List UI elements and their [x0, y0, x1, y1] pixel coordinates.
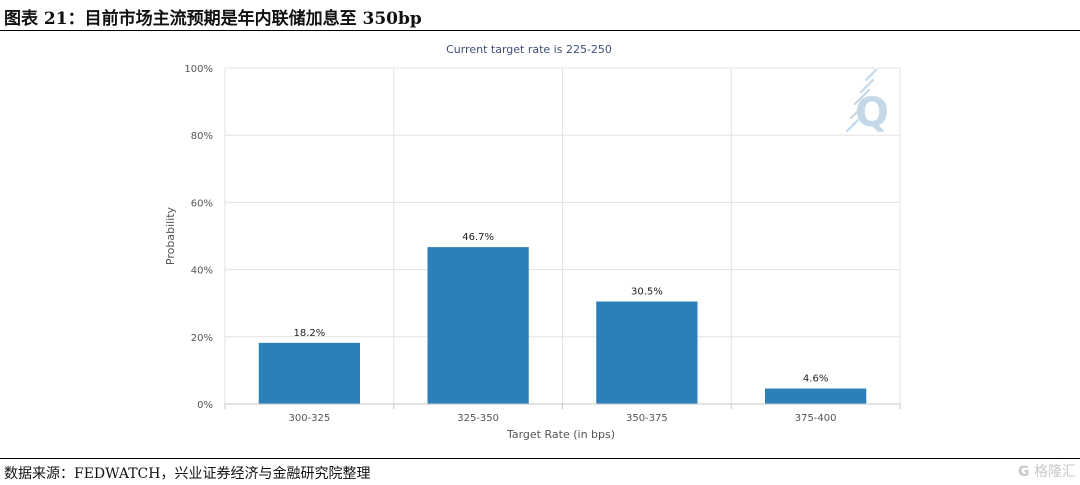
y-tick-label: 80% [191, 131, 213, 142]
data-label: 4.6% [803, 374, 828, 385]
grid-lines [224, 67, 901, 404]
bottom-divider [0, 458, 1080, 459]
data-labels: 18.2% 46.7% 30.5% 4.6% [293, 232, 828, 384]
figure-title: 图表 21：目前市场主流预期是年内联储加息至 350bp [4, 9, 422, 29]
data-label: 30.5% [631, 287, 663, 298]
watermark: G 格隆汇 [1018, 461, 1076, 481]
y-tick-label: 40% [191, 266, 213, 277]
y-tick-label: 0% [197, 400, 213, 411]
chart-title: Current target rate is 225-250 [446, 43, 612, 56]
y-tick-label: 20% [191, 333, 213, 344]
top-divider [0, 30, 1080, 31]
bar-chart: Current target rate is 225-250 Q 0% 20% 40… [164, 43, 901, 441]
x-tick-label: 325-350 [457, 413, 499, 424]
y-tick-label: 100% [184, 64, 213, 75]
x-axis-label: Target Rate (in bps) [506, 428, 615, 441]
bar [765, 388, 867, 404]
x-axis-ticks: 300-325 325-350 350-375 375-400 [224, 404, 901, 424]
bar [427, 247, 529, 404]
bar [596, 301, 698, 404]
watermark-logo-icon: G [1018, 464, 1030, 480]
cme-q-logo: Q [845, 68, 889, 136]
x-tick-label: 350-375 [626, 413, 668, 424]
source-note: 数据来源：FEDWATCH，兴业证券经济与金融研究院整理 [4, 466, 371, 482]
data-label: 18.2% [293, 328, 325, 339]
y-tick-label: 60% [191, 198, 213, 209]
watermark-text: 格隆汇 [1034, 464, 1076, 480]
bar [258, 342, 360, 404]
y-axis-label: Probability [164, 206, 177, 265]
bars [258, 247, 867, 404]
data-label: 46.7% [462, 232, 494, 243]
x-tick-label: 375-400 [795, 413, 837, 424]
logo-letter: Q [855, 90, 889, 136]
y-axis-ticks: 0% 20% 40% 60% 80% 100% [184, 64, 213, 411]
x-tick-label: 300-325 [288, 413, 330, 424]
